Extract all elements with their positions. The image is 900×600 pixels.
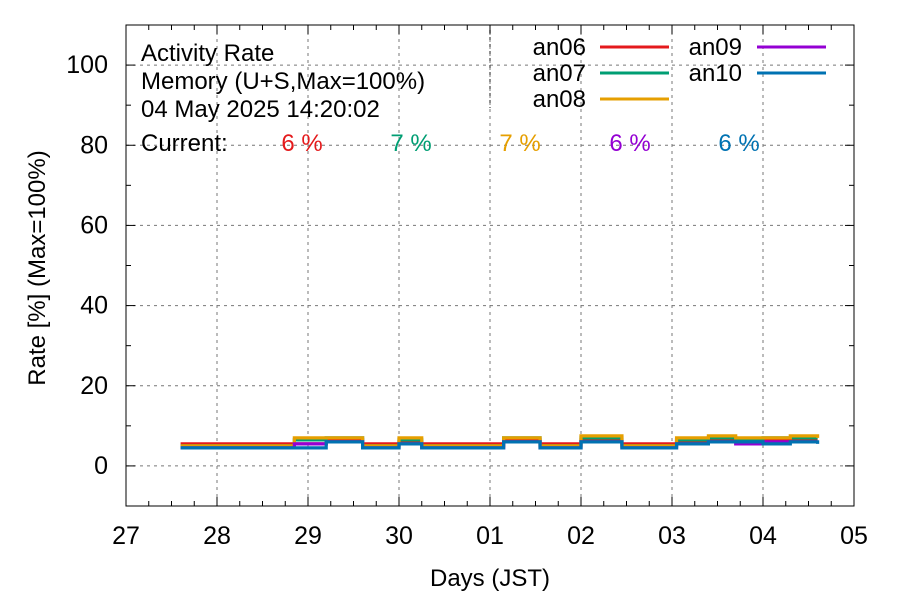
current-value-an08: 7 %: [499, 130, 540, 157]
y-axis-label: Rate [%] (Max=100%): [24, 150, 51, 385]
series-layer: [180, 434, 820, 450]
legend-label-an06: an06: [533, 34, 586, 61]
x-tick-label: 05: [840, 522, 868, 550]
title-line-2: Memory (U+S,Max=100%): [141, 68, 425, 95]
legend-label-an08: an08: [533, 86, 586, 113]
legend-label-an09: an09: [689, 34, 742, 61]
axis-ticks: [125, 24, 855, 507]
series-line-an08: [180, 434, 820, 448]
x-tick-label: 03: [658, 522, 686, 550]
current-values: 6 % 7 % 7 % 6 % 6 %: [281, 130, 759, 157]
y-tick-label: 20: [80, 372, 108, 400]
x-tick-label: 30: [385, 522, 413, 550]
x-tick-label: 04: [749, 522, 777, 550]
y-tick-label: 40: [80, 292, 108, 320]
x-tick-label: 01: [476, 522, 504, 550]
current-label: Current:: [141, 130, 228, 157]
x-tick-label: 28: [203, 522, 231, 550]
x-tick-label: 02: [567, 522, 595, 550]
title-line-1: Activity Rate: [141, 40, 274, 67]
y-tick-label: 80: [80, 131, 108, 159]
x-tick-label: 27: [112, 522, 140, 550]
x-axis-label: Days (JST): [430, 565, 550, 592]
series-line-an10: [180, 440, 820, 450]
y-tick-label: 0: [94, 452, 108, 480]
x-tick-label: 29: [294, 522, 322, 550]
y-tick-label: 60: [80, 211, 108, 239]
current-value-an07: 7 %: [390, 130, 431, 157]
title-line-3: 04 May 2025 14:20:02: [141, 96, 380, 123]
grid-lines: [126, 25, 854, 506]
current-value-an06: 6 %: [281, 130, 322, 157]
legend-label-an10: an10: [689, 60, 742, 87]
current-value-an09: 6 %: [609, 130, 650, 157]
y-tick-label: 100: [66, 51, 108, 79]
legend-label-an07: an07: [533, 60, 586, 87]
current-value-an10: 6 %: [718, 130, 759, 157]
tick-labels: 0 20 40 60 80 100 27 28 29 30 01 02 03 04 05: [66, 51, 868, 550]
